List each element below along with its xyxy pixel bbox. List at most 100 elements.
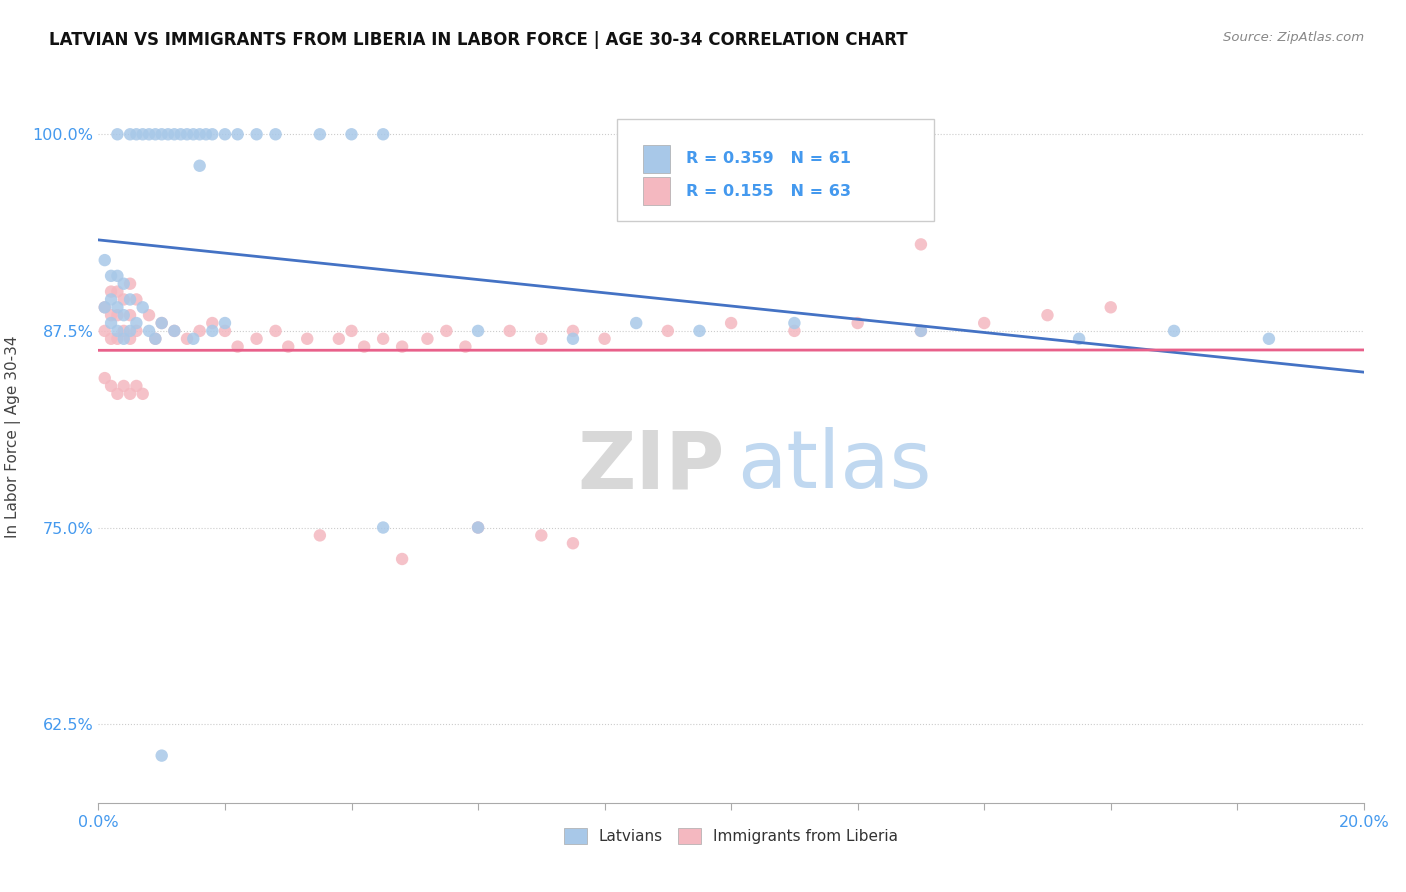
Point xyxy=(436,324,458,338)
Bar xyxy=(643,178,671,205)
Point xyxy=(297,332,319,346)
Point xyxy=(353,340,375,354)
Point xyxy=(125,324,148,338)
Text: atlas: atlas xyxy=(737,427,932,506)
Point xyxy=(561,332,585,346)
Point xyxy=(100,285,122,299)
Point xyxy=(371,128,394,142)
Point xyxy=(183,332,205,346)
Text: LATVIAN VS IMMIGRANTS FROM LIBERIA IN LABOR FORCE | AGE 30-34 CORRELATION CHART: LATVIAN VS IMMIGRANTS FROM LIBERIA IN LA… xyxy=(49,31,908,49)
Point xyxy=(100,293,122,307)
Point xyxy=(138,324,160,338)
Point xyxy=(416,332,439,346)
Point xyxy=(340,128,363,142)
Point xyxy=(112,332,135,346)
Point xyxy=(150,128,173,142)
Point xyxy=(1099,301,1122,315)
Point xyxy=(201,316,224,330)
Point xyxy=(498,324,520,338)
Point xyxy=(246,128,269,142)
Point xyxy=(783,316,806,330)
Point xyxy=(264,128,287,142)
Point xyxy=(624,316,647,330)
Point xyxy=(107,332,129,346)
Point xyxy=(163,324,186,338)
Point xyxy=(169,128,191,142)
Point xyxy=(194,128,218,142)
Point xyxy=(1257,332,1279,346)
Point xyxy=(120,332,141,346)
Point xyxy=(176,332,198,346)
Point xyxy=(910,324,932,338)
Point xyxy=(112,324,135,338)
Point xyxy=(309,128,332,142)
Point xyxy=(100,379,122,393)
Point xyxy=(657,324,679,338)
Point xyxy=(188,128,211,142)
Point xyxy=(112,308,135,322)
Point xyxy=(226,340,249,354)
Point xyxy=(391,552,413,566)
Point xyxy=(201,128,224,142)
Point xyxy=(112,379,135,393)
Point xyxy=(107,324,129,338)
Point xyxy=(145,332,166,346)
Text: R = 0.359   N = 61: R = 0.359 N = 61 xyxy=(686,151,851,166)
Point xyxy=(150,316,173,330)
Point xyxy=(157,128,180,142)
Point xyxy=(561,324,585,338)
Point xyxy=(163,128,186,142)
Point xyxy=(163,324,186,338)
Point xyxy=(120,387,141,401)
Point xyxy=(132,301,155,315)
Point xyxy=(107,308,129,322)
Text: ZIP: ZIP xyxy=(578,427,725,506)
Point xyxy=(120,277,141,291)
Point xyxy=(246,332,269,346)
Point xyxy=(120,324,141,338)
Point xyxy=(112,277,135,291)
Point xyxy=(201,324,224,338)
Point xyxy=(783,324,806,338)
Point xyxy=(138,308,160,322)
Point xyxy=(150,748,173,763)
Point xyxy=(561,536,585,550)
Point xyxy=(93,301,117,315)
Bar xyxy=(643,145,671,172)
Point xyxy=(214,324,236,338)
Point xyxy=(188,159,211,173)
Point xyxy=(125,293,148,307)
Text: Source: ZipAtlas.com: Source: ZipAtlas.com xyxy=(1223,31,1364,45)
Point xyxy=(688,324,710,338)
Point xyxy=(93,371,117,385)
Point xyxy=(340,324,363,338)
Point xyxy=(328,332,350,346)
Point xyxy=(309,528,332,542)
Point xyxy=(973,316,995,330)
Point xyxy=(132,387,155,401)
Point xyxy=(1163,324,1185,338)
Point xyxy=(107,285,129,299)
Point xyxy=(454,340,477,354)
Point xyxy=(100,316,122,330)
Point xyxy=(120,308,141,322)
Point xyxy=(112,293,135,307)
Point xyxy=(846,316,869,330)
Point xyxy=(467,324,489,338)
Point xyxy=(93,324,117,338)
Point xyxy=(277,340,299,354)
Point xyxy=(467,520,489,534)
Point xyxy=(107,268,129,283)
Point xyxy=(264,324,287,338)
Point xyxy=(910,237,932,252)
Point xyxy=(107,128,129,142)
Point xyxy=(183,128,205,142)
Point xyxy=(530,332,553,346)
Point xyxy=(120,128,141,142)
Point xyxy=(530,528,553,542)
Point xyxy=(145,128,166,142)
Point xyxy=(720,316,742,330)
Point xyxy=(214,316,236,330)
Point xyxy=(467,520,489,534)
Point xyxy=(93,301,117,315)
